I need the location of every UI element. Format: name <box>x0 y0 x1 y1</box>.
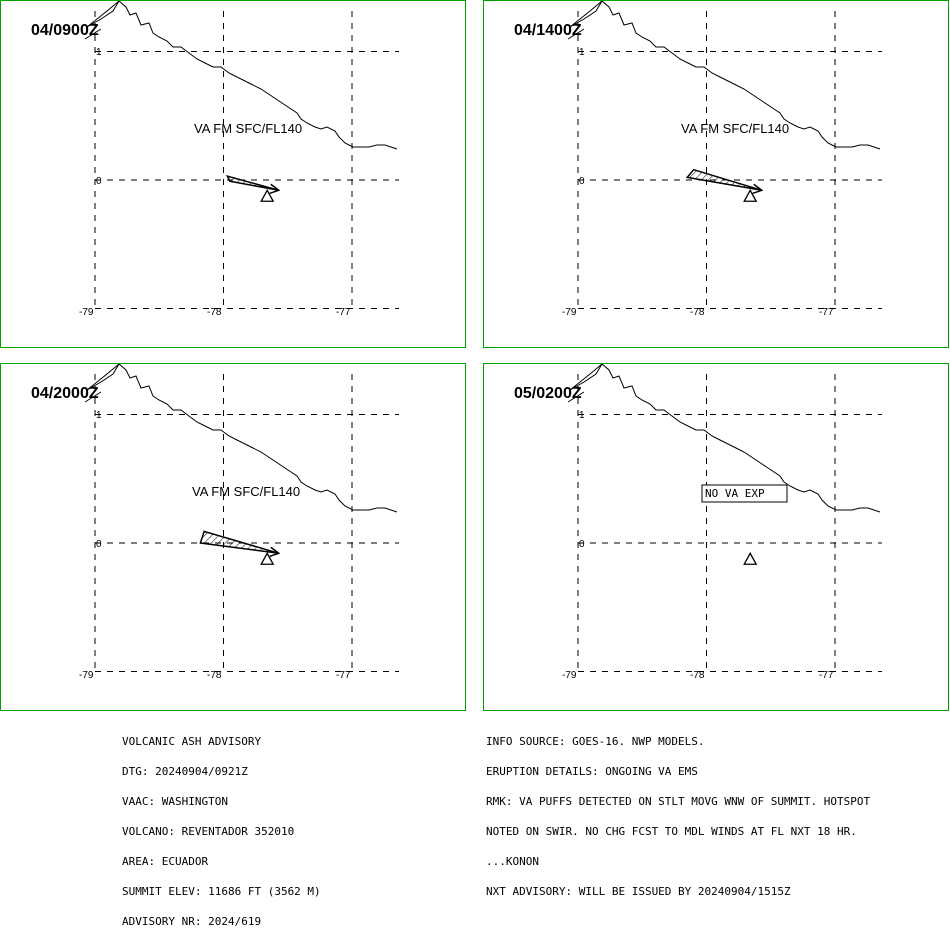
ash-polygon <box>226 174 279 192</box>
drift-arrow <box>752 183 764 194</box>
ash-cloud <box>199 530 281 557</box>
map-panel-4: 05/0200Z NO VA EXP 1 0 -79 -78 -77 <box>483 363 949 711</box>
panel-time: 05/0200Z <box>514 385 582 402</box>
advisory-line: VAAC: WASHINGTON <box>122 795 228 808</box>
volcano-icon <box>260 188 275 202</box>
lon-label-79: -79 <box>79 670 94 681</box>
volcano-icon <box>743 188 758 202</box>
lat-label-1: 1 <box>579 410 585 421</box>
advisory-remarks: INFO SOURCE: GOES-16. NWP MODELS. ERUPTI… <box>486 717 870 907</box>
advisory-line: VOLCANO: REVENTADOR 352010 <box>122 825 295 838</box>
lon-label-78: -78 <box>690 307 705 318</box>
advisory-line: INFO SOURCE: GOES-16. NWP MODELS. <box>486 735 705 748</box>
lat-label-0: 0 <box>579 176 585 187</box>
volcano-marker <box>260 188 275 202</box>
coastline <box>86 364 398 513</box>
advisory-line: RMK: VA PUFFS DETECTED ON STLT MOVG WNW … <box>486 795 871 808</box>
advisory-line: NOTED ON SWIR. NO CHG FCST TO MDL WINDS … <box>486 825 857 838</box>
graticule <box>577 374 882 672</box>
lon-label-79: -79 <box>79 307 94 318</box>
graticule <box>94 11 399 309</box>
drift-arrow <box>269 546 281 557</box>
advisory-line: AREA: ECUADOR <box>122 855 209 868</box>
volcano-marker <box>743 551 758 565</box>
panel-time: 04/0900Z <box>31 22 99 39</box>
coastline <box>86 1 398 150</box>
ash-label: VA FM SFC/FL140 <box>681 121 789 136</box>
panel-time: 04/2000Z <box>31 385 99 402</box>
lon-label-77: -77 <box>336 307 351 318</box>
ash-label: VA FM SFC/FL140 <box>192 484 300 499</box>
map-panel-2: 04/1400Z VA FM SFC/FL140 1 0 -79 -78 -77 <box>483 0 949 348</box>
volcano-marker <box>743 188 758 202</box>
coastline <box>569 364 881 513</box>
lon-label-78: -78 <box>690 670 705 681</box>
drift-arrow <box>269 183 281 194</box>
lon-label-79: -79 <box>562 670 577 681</box>
no-ash-label: NO VA EXP <box>705 487 765 500</box>
lon-label-78: -78 <box>207 670 222 681</box>
lon-label-77: -77 <box>819 670 834 681</box>
lat-label-1: 1 <box>579 47 585 58</box>
advisory-line: NXT ADVISORY: WILL BE ISSUED BY 20240904… <box>486 885 791 898</box>
map-panel-3: 04/2000Z VA FM SFC/FL140 1 0 -79 -78 -77 <box>0 363 466 711</box>
volcano-icon <box>260 551 275 565</box>
lon-label-77: -77 <box>819 307 834 318</box>
map-canvas-1: 04/0900Z VA FM SFC/FL140 1 0 -79 -78 -77 <box>31 1 399 318</box>
lat-label-0: 0 <box>96 176 102 187</box>
advisory-line: SUMMIT ELEV: 11686 FT (3562 M) <box>122 885 321 898</box>
lon-label-77: -77 <box>336 670 351 681</box>
graticule <box>94 374 399 672</box>
lat-label-1: 1 <box>96 47 102 58</box>
coastline <box>569 1 881 150</box>
lat-label-0: 0 <box>579 539 585 550</box>
map-canvas-4: 05/0200Z NO VA EXP 1 0 -79 -78 -77 <box>514 364 882 681</box>
panel-time: 04/1400Z <box>514 22 582 39</box>
map-canvas-3: 04/2000Z VA FM SFC/FL140 1 0 -79 -78 -77 <box>31 364 399 681</box>
volcano-marker <box>260 551 275 565</box>
ash-polygon <box>199 530 280 555</box>
lat-label-1: 1 <box>96 410 102 421</box>
coast-fragment <box>84 28 102 40</box>
no-ash-box <box>701 484 788 503</box>
advisory-line: ERUPTION DETAILS: ONGOING VA EMS <box>486 765 698 778</box>
ash-label: VA FM SFC/FL140 <box>194 121 302 136</box>
lon-label-79: -79 <box>562 307 577 318</box>
advisory-line: ...KONON <box>486 855 539 868</box>
map-panel-1: 04/0900Z VA FM SFC/FL140 1 0 -79 -78 -77 <box>0 0 466 348</box>
graticule <box>577 11 882 309</box>
coast-fragment <box>567 28 585 40</box>
advisory-line: ADVISORY NR: 2024/619 <box>122 915 262 928</box>
coast-fragment <box>567 391 585 403</box>
advisory-line: DTG: 20240904/0921Z <box>122 765 248 778</box>
volcano-icon <box>743 551 758 565</box>
ash-cloud <box>226 174 281 194</box>
lat-label-0: 0 <box>96 539 102 550</box>
coast-fragment <box>84 391 102 403</box>
map-canvas-2: 04/1400Z VA FM SFC/FL140 1 0 -79 -78 -77 <box>514 1 882 318</box>
ash-cloud <box>685 168 764 194</box>
lon-label-78: -78 <box>207 307 222 318</box>
ash-polygon <box>685 168 763 192</box>
advisory-line: VOLCANIC ASH ADVISORY <box>122 735 262 748</box>
advisory-header: VOLCANIC ASH ADVISORY DTG: 20240904/0921… <box>122 717 321 937</box>
